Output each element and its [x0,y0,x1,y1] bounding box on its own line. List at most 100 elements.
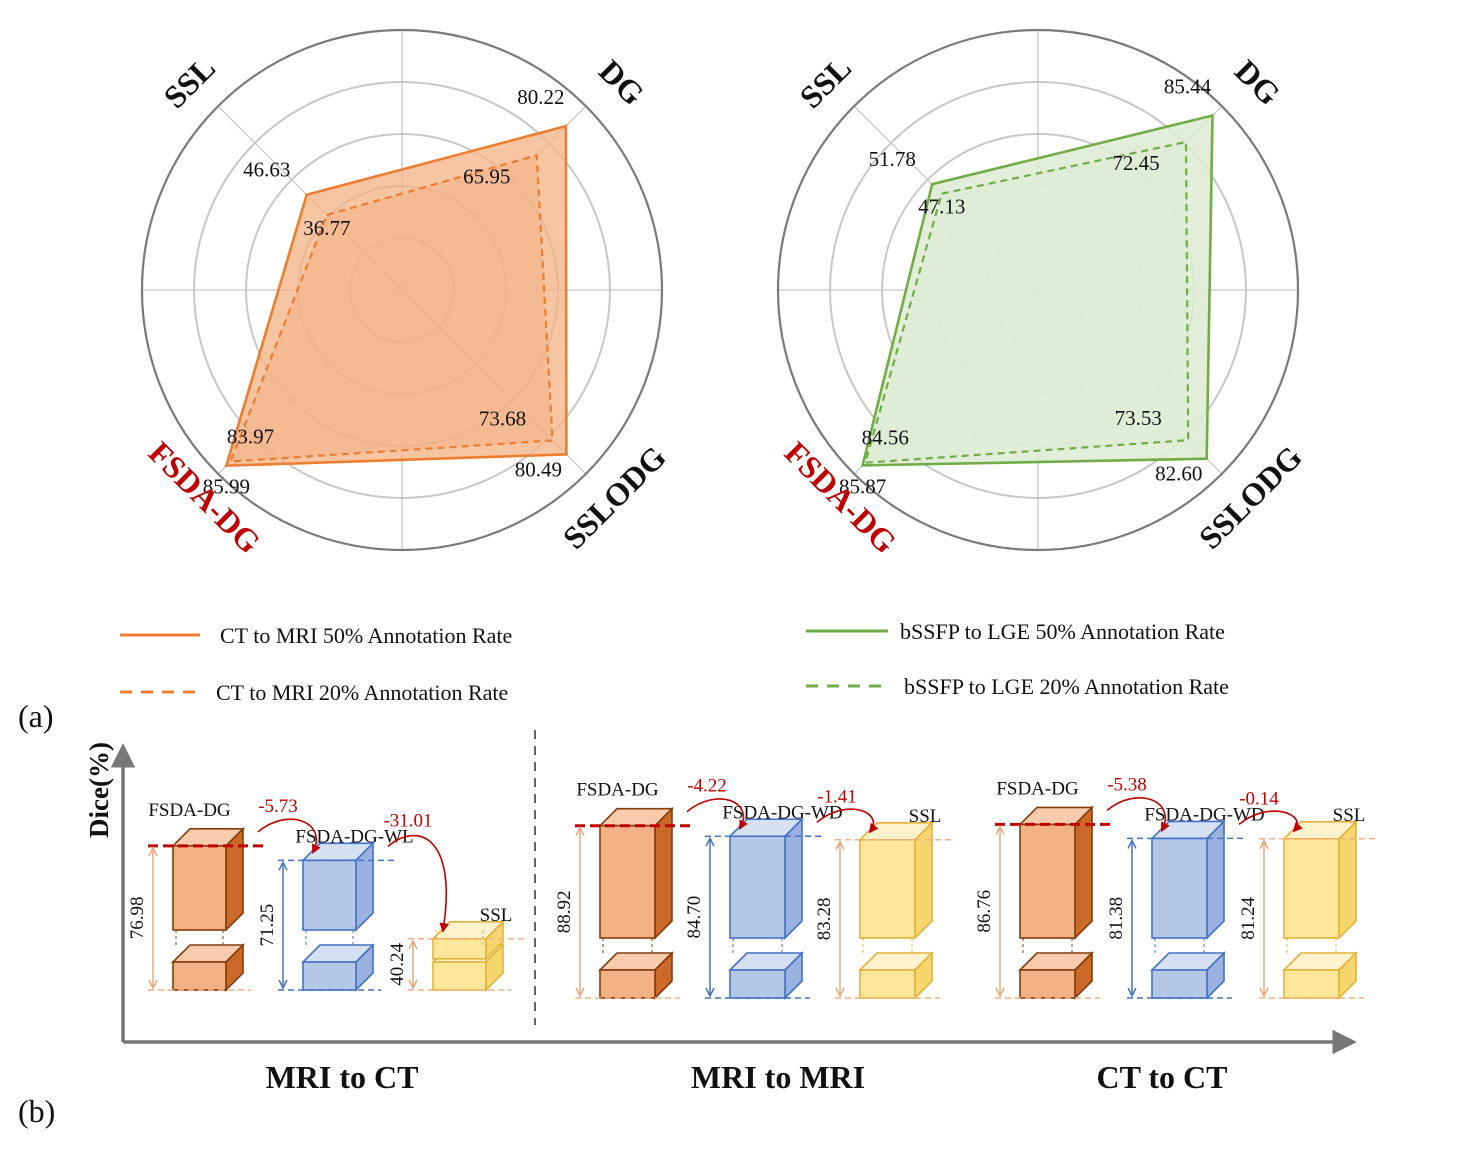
bar-ssl: 40.24 SSL -31.01 [383,810,526,992]
bar-ssl: 81.24 SSL -0.14 [1238,788,1379,1000]
bar-upper-block-side [784,817,803,940]
data-label-fsda-dg-dashed: 83.97 [227,425,274,449]
bar-measure-head-bottom [1127,987,1137,998]
data-label-dg-dashed: 65.95 [463,164,510,188]
bar-upper-block-front [1283,837,1340,939]
axis-label-ssl: SSL [156,49,222,115]
outer-ring [140,28,664,552]
bar-upper-block-front [599,824,656,939]
bar-name-label: FSDA-DG [996,778,1079,799]
data-label-dg-solid: 80.22 [517,85,564,109]
bar-lower-block [171,943,245,992]
radar-charts: 46.63 80.22 80.49 85.99 36.77 65.95 73.68 83.97… [140,28,1309,560]
radar-chart-1: 46.63 80.22 80.49 85.99 36.77 65.95 73.68 83.97… [140,28,673,560]
bar-upper-block [728,817,804,940]
bar-name-label: FSDA-DG [576,780,659,801]
y-axis-label: Dice(%) [84,742,114,838]
outer-ring [776,28,1300,552]
bar-group-1: MRI to CT 76.98 FSDA-DG 71.25 FSDA-DG-WL -5.7… [127,796,526,1095]
bar-name-label: FSDA-DG-WL [295,826,413,847]
bar-lower-block [598,951,674,1000]
axis-label-dg: DG [1228,53,1287,112]
bar-measure-head-bottom [408,979,418,990]
group-title: MRI to MRI [691,1059,865,1095]
bar-upper-block [1282,819,1358,940]
delta-arrow [816,808,879,834]
bar-upper-block [858,820,934,940]
bar-measure-head-bottom [995,987,1005,998]
bar-upper-block-front [172,845,227,931]
legend-item-3: bSSFP to LGE 50% Annotation Rate [806,619,1225,644]
bar-lower-block-front [599,969,656,999]
series-area-dashed [863,140,1190,464]
data-label-fsda-dg-solid: 85.99 [203,475,250,499]
axis-label-sslodg: SSLODG [556,439,673,556]
bar-ssl: 83.28 SSL -1.41 [814,786,955,1000]
bar-measure-head-bottom [1259,987,1269,998]
bar-lower-block-front [302,961,357,991]
bar-upper-block [431,919,505,961]
data-label-sslodg-dashed: 73.53 [1115,406,1162,430]
bar-value-label: 81.24 [1238,897,1259,940]
bar-upper-block-front [432,937,487,960]
delta-arrow [1106,797,1170,833]
bar-measure-head-top [995,824,1005,835]
bar-upper-block-front [302,859,357,931]
panel-label-b: (b) [18,1093,55,1129]
delta-arrow [257,818,321,855]
bar-value-label: 88.92 [554,890,575,933]
bar-upper-block-side [654,806,673,940]
data-label-fsda-dg-solid: 85.87 [839,474,886,498]
legend-item-4: bSSFP to LGE 20% Annotation Rate [806,674,1229,699]
bar-fsda-dg: 88.92 FSDA-DG [554,780,695,1000]
bar-upper-block-front [1019,823,1076,939]
data-label-sslodg-solid: 82.60 [1155,462,1202,486]
bar-name-label: SSL [1333,805,1366,826]
series-area-dashed [228,153,554,463]
bar-upper-block-side [1074,805,1093,940]
bar-fsda-dg-wd: 81.38 FSDA-DG-WD -5.38 [1106,774,1265,1000]
bar-upper-block [1018,805,1094,940]
bar-upper-block-front [1151,837,1208,939]
axis-label-ssl: SSL [792,49,858,115]
data-label-dg-dashed: 72.45 [1112,151,1159,175]
grid-ring-4 [829,81,1247,499]
bar-upper-block-front [859,838,916,939]
data-label-ssl-solid: 51.78 [869,147,916,171]
bar-fsda-dg: 86.76 FSDA-DG [974,778,1115,1000]
bar-lower-block-front [1019,969,1076,999]
bar-fsda-dg: 76.98 FSDA-DG [127,800,266,992]
delta-arrow [1238,810,1303,833]
legend-label: bSSFP to LGE 50% Annotation Rate [900,619,1225,644]
bar-lower-block [1150,951,1226,1000]
bar-measure-head-bottom [575,987,585,998]
bar-name-label: SSL [909,806,942,827]
bar-lower-block [728,951,804,1000]
delta-label: -5.73 [258,796,298,817]
bar-upper-block [171,826,245,932]
bar-value-label: 71.25 [257,904,278,947]
bar-measure-head-top [1259,839,1269,850]
delta-label: -0.14 [1239,788,1279,809]
bar-upper-block [301,841,375,932]
legend-label: bSSFP to LGE 20% Annotation Rate [904,674,1229,699]
bar-group-2: MRI to MRI 88.92 FSDA-DG 84.70 FSDA-DG-WD -4.… [554,776,955,1095]
axis-label-dg: DG [592,53,651,112]
delta-label: -5.38 [1107,774,1147,795]
data-label-dg-solid: 85.44 [1164,74,1212,98]
bar-lower-block [1282,951,1358,1000]
bar-name-label: FSDA-DG-WD [722,802,842,823]
bar-upper-block-front [729,835,786,939]
bar-value-label: 83.28 [814,898,835,941]
delta-arrow [686,798,748,830]
delta-label: -4.22 [687,776,727,797]
data-label-ssl-solid: 46.63 [243,158,290,182]
bar-value-label: 84.70 [684,896,705,939]
panel-label-a: (a) [18,698,54,734]
group-title: CT to CT [1097,1059,1228,1095]
bar-lower-block-front [432,961,487,991]
data-label-fsda-dg-dashed: 84.56 [862,426,909,450]
bar-lower-block-front [729,969,786,999]
delta-label: -31.01 [383,810,432,831]
